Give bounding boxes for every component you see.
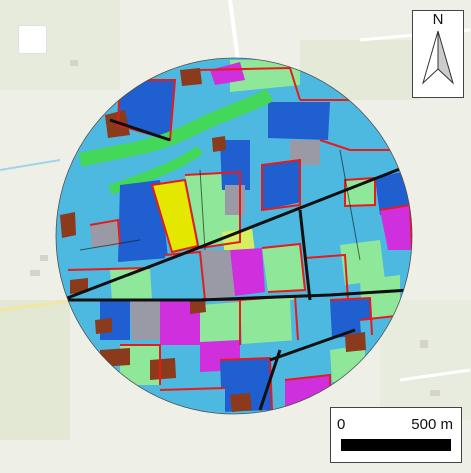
study-area-boundary <box>55 57 413 415</box>
map-control-square[interactable] <box>18 25 47 54</box>
scale-bar: 0 500 m <box>330 407 462 463</box>
parcel-layer <box>56 58 412 414</box>
scale-end-label: 500 m <box>411 416 453 433</box>
scale-bar-graphic <box>341 439 451 451</box>
north-label: N <box>432 11 444 28</box>
scale-start-label: 0 <box>337 416 346 433</box>
north-arrow: N <box>412 10 464 98</box>
north-arrow-icon <box>422 30 454 85</box>
